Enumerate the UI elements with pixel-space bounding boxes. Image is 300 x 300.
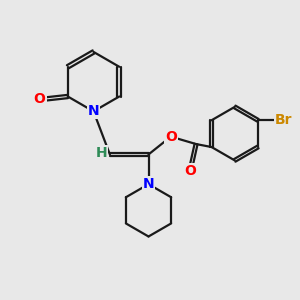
Text: N: N — [88, 104, 99, 118]
Text: N: N — [143, 177, 154, 191]
Text: Br: Br — [275, 113, 292, 127]
Text: O: O — [34, 92, 46, 106]
Text: O: O — [184, 164, 196, 178]
Text: H: H — [96, 146, 107, 160]
Text: O: O — [165, 130, 177, 144]
